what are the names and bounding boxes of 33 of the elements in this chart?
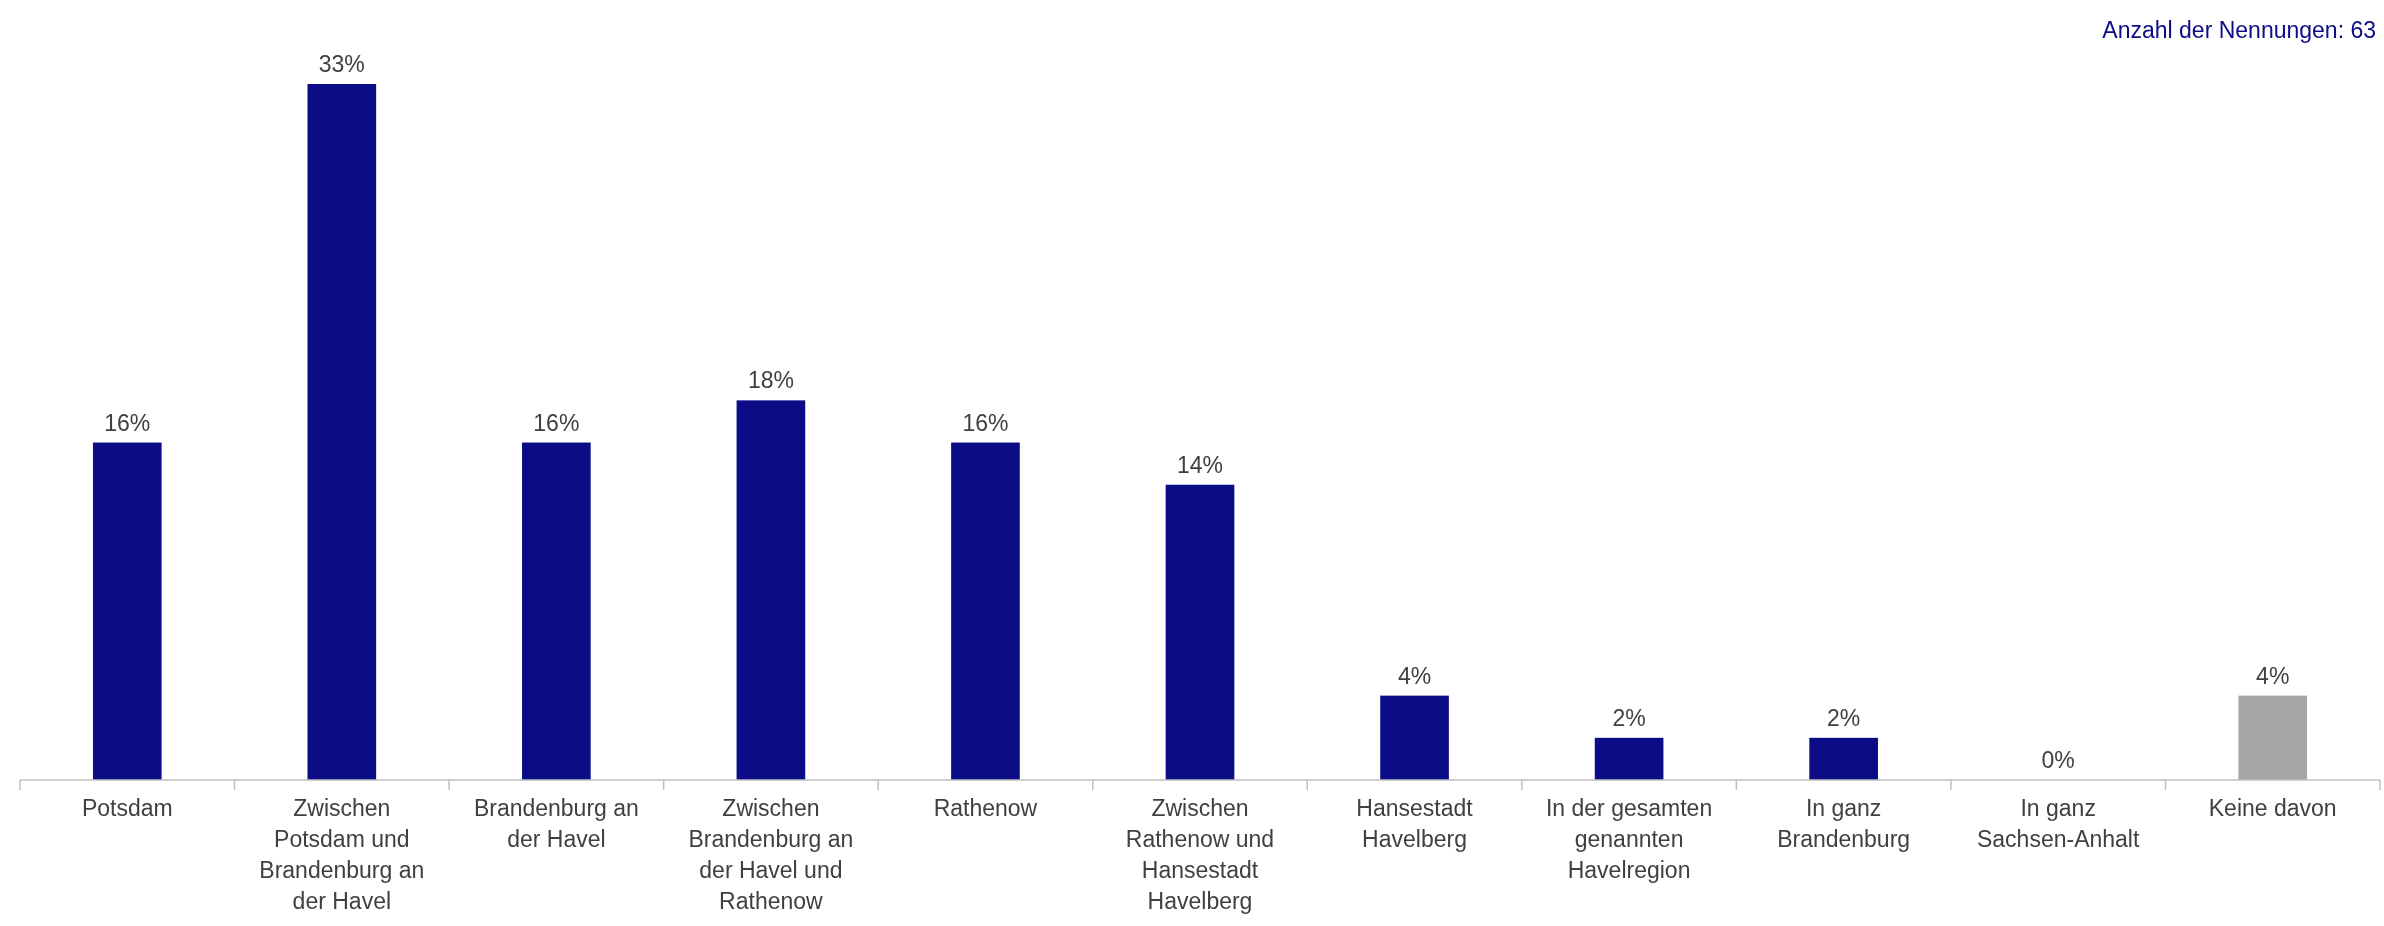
data-label: 2% — [1827, 704, 1861, 731]
text: Anzahl der Nennungen: 63 — [2102, 17, 2376, 43]
data-label: 16% — [962, 409, 1009, 436]
data-label: 33% — [318, 51, 365, 77]
data-label: 0% — [2041, 747, 2075, 773]
x-tick-label: Rathenow — [933, 795, 1038, 821]
x-tick-label: In der gesamten genannten Havelregion — [1545, 795, 1713, 883]
data-label: 16% — [533, 409, 580, 436]
bar — [307, 84, 377, 780]
data-label: 16% — [104, 409, 151, 436]
x-tick-label: Potsdam — [81, 795, 173, 821]
bar — [92, 442, 162, 780]
data-label: 4% — [2256, 662, 2290, 689]
x-tick-label: Zwischen Potsdam und Brandenburg an der Havel — [259, 795, 425, 914]
x-tick-label: Keine davon — [2208, 795, 2337, 821]
x-tick-label: Zwischen Brandenburg an der Havel und Rathenow — [688, 795, 854, 914]
bar — [1809, 737, 1878, 780]
bar — [2238, 695, 2308, 780]
data-label: 14% — [1176, 451, 1224, 478]
bar — [736, 400, 806, 780]
bar — [1594, 737, 1664, 780]
x-tick-label: Hansestadt Havelberg — [1356, 795, 1474, 852]
x-tick-label: Zwischen Rathenow und Hansestadt Havelberg — [1125, 795, 1275, 914]
bar — [951, 442, 1020, 780]
x-tick-label: In ganz Sachsen-Anhalt — [1976, 795, 2140, 852]
bar — [1165, 484, 1235, 780]
x-tick-label: In ganz Brandenburg — [1777, 795, 1911, 852]
data-label: 4% — [1397, 662, 1432, 689]
x-tick-label: Brandenburg an der Havel — [473, 795, 639, 852]
bar — [1380, 695, 1449, 780]
data-label: 2% — [1612, 704, 1646, 731]
bar — [522, 442, 591, 780]
data-label: 18% — [747, 367, 794, 394]
